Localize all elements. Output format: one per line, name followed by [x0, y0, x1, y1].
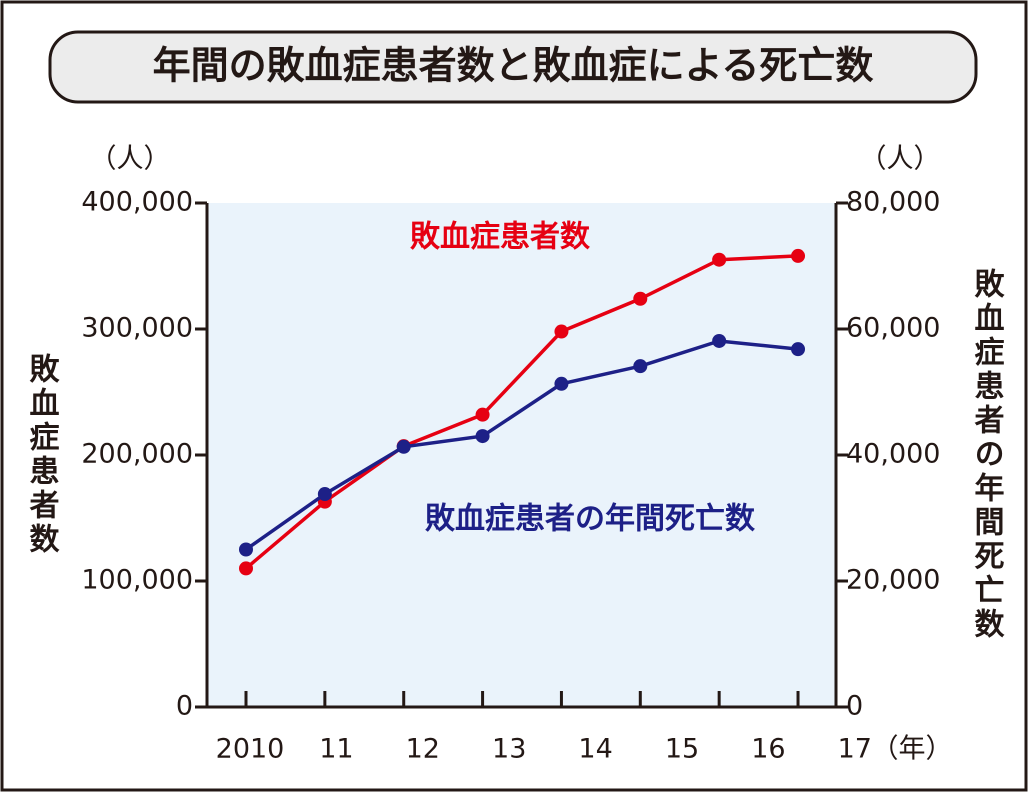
- y2-tick-label: 80,000: [846, 187, 940, 218]
- y2-tick-label: 40,000: [846, 439, 940, 470]
- y-tick-label: 0: [176, 691, 193, 722]
- series-line: [244, 254, 799, 570]
- y2-tick-label: 20,000: [846, 565, 940, 596]
- x-unit: （年）: [872, 734, 953, 765]
- data-point: [239, 561, 253, 576]
- data-point: [239, 542, 253, 557]
- y-axis-label: 敗血症患者数: [24, 353, 60, 557]
- x-tick-label: 15: [665, 734, 699, 765]
- y2-tick-label: 0: [846, 691, 863, 722]
- data-point: [554, 324, 569, 339]
- data-point: [554, 376, 569, 391]
- data-point: [791, 342, 806, 357]
- series-line: [244, 339, 799, 551]
- data-point: [712, 252, 727, 267]
- data-point: [475, 407, 490, 422]
- series-label: 敗血症患者数: [410, 220, 591, 255]
- x-tick-label: 11: [319, 734, 353, 765]
- x-tick-label: 16: [751, 734, 785, 765]
- y2-axis-label: 敗血症患者の年間死亡数: [969, 268, 1005, 642]
- data-point: [633, 291, 648, 306]
- x-tick-label: 12: [406, 734, 440, 765]
- x-tick-label: 14: [578, 734, 612, 765]
- data-point: [791, 248, 806, 263]
- data-point: [633, 359, 648, 374]
- y-tick-label: 100,000: [81, 565, 193, 596]
- y-tick-label: 200,000: [81, 439, 193, 470]
- y-tick-label: 300,000: [81, 313, 193, 344]
- data-point: [475, 429, 490, 444]
- x-tick-label: 13: [492, 734, 526, 765]
- y2-unit: （人）: [860, 144, 941, 175]
- y-unit: （人）: [90, 144, 171, 175]
- title-box: [48, 30, 978, 104]
- x-tick-label: 2010: [216, 734, 285, 765]
- x-tick-label: 17: [838, 734, 872, 765]
- data-point: [712, 333, 727, 348]
- y-tick-label: 400,000: [81, 187, 193, 218]
- series-label: 敗血症患者の年間死亡数: [425, 502, 756, 537]
- data-point: [317, 487, 332, 502]
- y2-tick-label: 60,000: [846, 313, 940, 344]
- plot-area: [207, 203, 836, 707]
- chart-title: 年間の敗血症患者数と敗血症による死亡数: [153, 44, 874, 88]
- data-point: [396, 439, 411, 454]
